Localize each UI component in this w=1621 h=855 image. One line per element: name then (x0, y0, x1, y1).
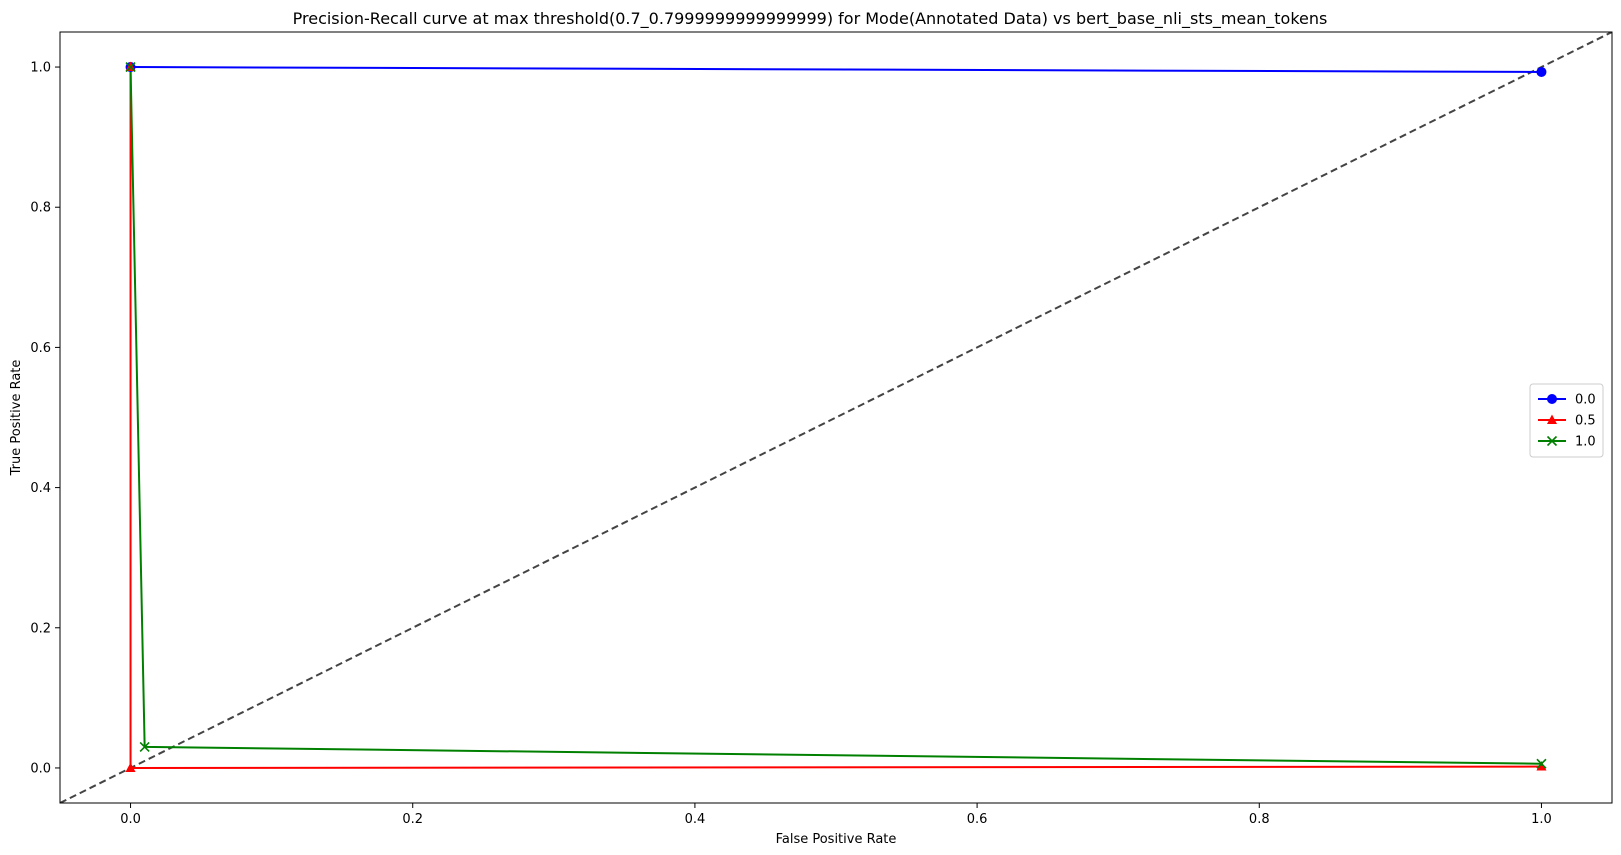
series-2-point-1 (139, 741, 150, 752)
y-tick-label: 0.4 (30, 481, 51, 496)
y-axis-label: True Positive Rate (9, 360, 24, 477)
x-tick-label: 1.0 (1531, 812, 1552, 827)
y-tick-label: 0.8 (30, 201, 51, 216)
plot-area (60, 32, 1612, 803)
series-line-0 (130, 66, 1542, 73)
series-2-point-2 (1536, 758, 1547, 769)
series-line-2 (129, 67, 1542, 765)
reference-diagonal-line (60, 32, 1612, 803)
y-tick-label: 1.0 (30, 61, 51, 76)
x-tick-label: 0.4 (685, 812, 706, 827)
legend-marker-1 (1547, 414, 1557, 424)
legend-label-2: 1.0 (1575, 435, 1596, 450)
legend: 0.0 0.5 1.0 (1529, 383, 1604, 458)
x-tick-label: 0.6 (967, 812, 988, 827)
y-tick-label: 0.2 (30, 621, 51, 636)
x-tick-label: 0.8 (1249, 812, 1270, 827)
x-tick-label: 0.0 (120, 812, 141, 827)
x-axis: 0.0 0.2 0.4 0.6 0.8 1.0 (120, 803, 1552, 827)
chart-title: Precision-Recall curve at max threshold(… (293, 9, 1328, 29)
y-tick-label: 0.6 (30, 341, 51, 356)
series-0-point-1 (1536, 66, 1547, 77)
series-1-point-1 (125, 762, 136, 772)
legend-label-0: 0.0 (1575, 393, 1596, 408)
series-1-point-2 (1536, 761, 1547, 771)
y-axis: 0.0 0.2 0.4 0.6 0.8 1.0 (30, 61, 60, 776)
series-2-point-0 (125, 61, 136, 73)
legend-label-1: 0.5 (1575, 414, 1596, 429)
axes-frame (59, 31, 1613, 804)
legend-marker-2 (1546, 435, 1558, 447)
x-axis-label: False Positive Rate (776, 832, 897, 847)
legend-marker-0 (1547, 394, 1557, 404)
y-tick-label: 0.0 (30, 761, 51, 776)
x-tick-label: 0.2 (402, 812, 423, 827)
